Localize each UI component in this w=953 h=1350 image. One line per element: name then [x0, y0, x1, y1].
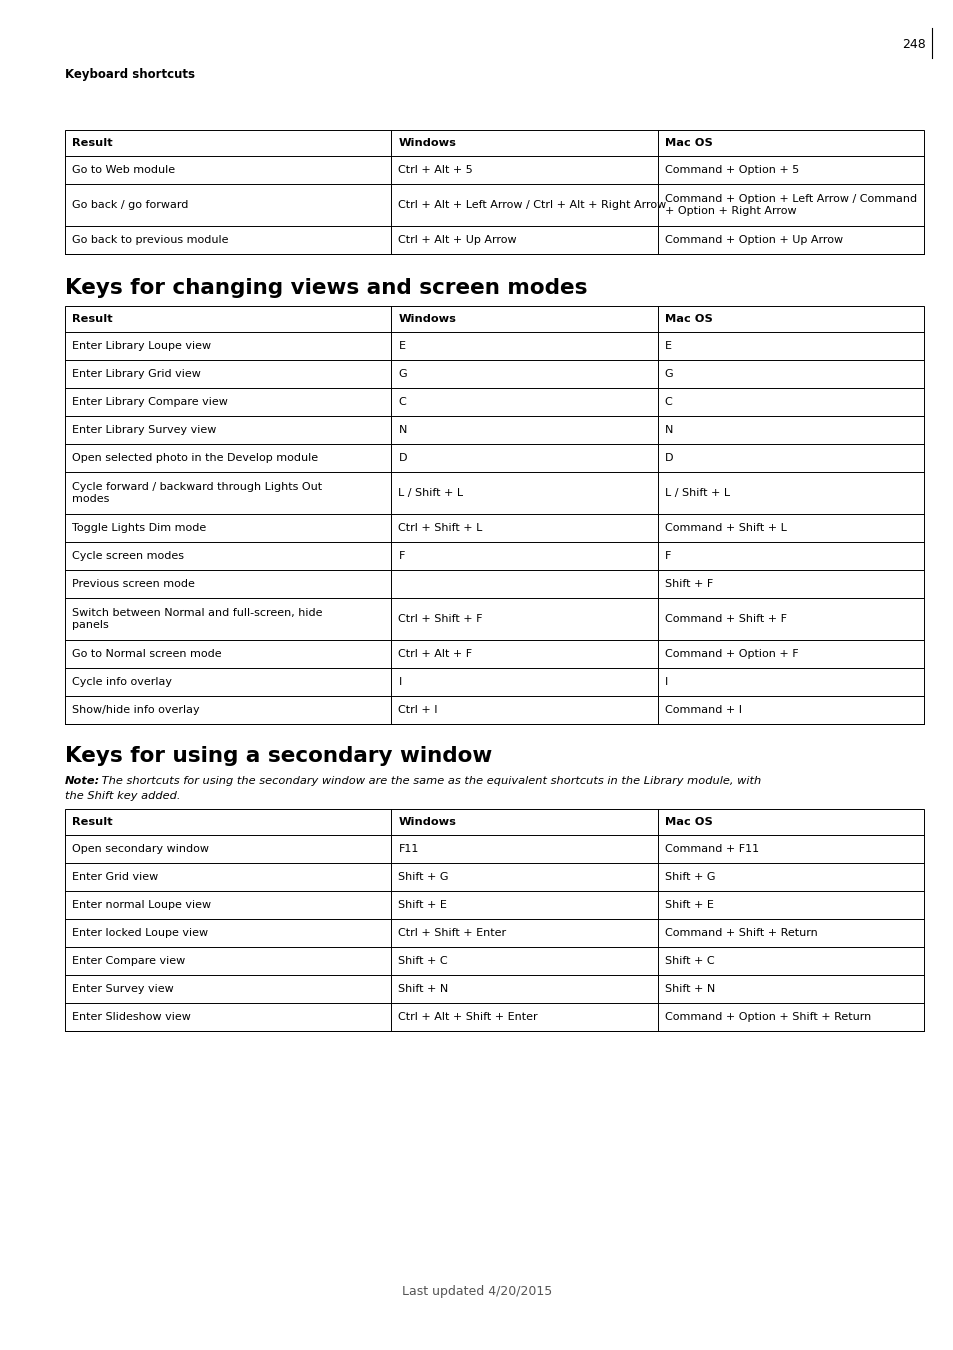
Text: Ctrl + Shift + F: Ctrl + Shift + F	[398, 614, 482, 624]
Text: Enter Grid view: Enter Grid view	[71, 872, 158, 882]
Text: Note:: Note:	[65, 776, 100, 786]
Text: Command + Shift + L: Command + Shift + L	[664, 522, 786, 533]
Text: Command + Shift + F: Command + Shift + F	[664, 614, 786, 624]
Text: Mac OS: Mac OS	[664, 138, 712, 148]
Text: Go to Normal screen mode: Go to Normal screen mode	[71, 649, 221, 659]
Text: Command + I: Command + I	[664, 705, 740, 716]
Text: Shift + C: Shift + C	[664, 956, 714, 967]
Text: N: N	[664, 425, 673, 435]
Text: Windows: Windows	[398, 817, 456, 828]
Text: Enter Survey view: Enter Survey view	[71, 984, 173, 994]
Text: Mac OS: Mac OS	[664, 315, 712, 324]
Text: D: D	[664, 454, 673, 463]
Text: G: G	[664, 369, 673, 379]
Text: Go back / go forward: Go back / go forward	[71, 200, 188, 211]
Bar	[65, 809, 923, 1031]
Text: F11: F11	[398, 844, 418, 855]
Text: Command + F11: Command + F11	[664, 844, 758, 855]
Text: Open selected photo in the Develop module: Open selected photo in the Develop modul…	[71, 454, 317, 463]
Text: the Shift key added.: the Shift key added.	[65, 791, 180, 801]
Text: L / Shift + L: L / Shift + L	[398, 487, 463, 498]
Text: Shift + F: Shift + F	[664, 579, 712, 589]
Bar	[65, 306, 923, 724]
Text: F: F	[664, 551, 670, 562]
Bar	[65, 130, 923, 254]
Text: Shift + N: Shift + N	[398, 984, 448, 994]
Text: Last updated 4/20/2015: Last updated 4/20/2015	[401, 1285, 552, 1297]
Text: Command + Option + F: Command + Option + F	[664, 649, 798, 659]
Text: Switch between Normal and full-screen, hide: Switch between Normal and full-screen, h…	[71, 609, 322, 618]
Text: Command + Option + Up Arrow: Command + Option + Up Arrow	[664, 235, 841, 244]
Text: Command + Option + Shift + Return: Command + Option + Shift + Return	[664, 1012, 870, 1022]
Text: Enter Slideshow view: Enter Slideshow view	[71, 1012, 191, 1022]
Text: E: E	[664, 342, 671, 351]
Text: I: I	[664, 676, 667, 687]
Text: Go to Web module: Go to Web module	[71, 165, 175, 176]
Text: I: I	[398, 676, 401, 687]
Text: Enter Library Survey view: Enter Library Survey view	[71, 425, 216, 435]
Text: Previous screen mode: Previous screen mode	[71, 579, 194, 589]
Text: + Option + Right Arrow: + Option + Right Arrow	[664, 205, 796, 216]
Text: Cycle forward / backward through Lights Out: Cycle forward / backward through Lights …	[71, 482, 322, 493]
Text: modes: modes	[71, 494, 110, 504]
Text: Enter Library Loupe view: Enter Library Loupe view	[71, 342, 211, 351]
Text: N: N	[398, 425, 406, 435]
Text: Command + Shift + Return: Command + Shift + Return	[664, 927, 817, 938]
Text: Shift + E: Shift + E	[398, 900, 447, 910]
Text: Open secondary window: Open secondary window	[71, 844, 209, 855]
Text: Cycle screen modes: Cycle screen modes	[71, 551, 184, 562]
Text: Show/hide info overlay: Show/hide info overlay	[71, 705, 199, 716]
Text: Go back to previous module: Go back to previous module	[71, 235, 229, 244]
Text: Shift + E: Shift + E	[664, 900, 713, 910]
Text: Enter Library Grid view: Enter Library Grid view	[71, 369, 201, 379]
Text: Shift + G: Shift + G	[664, 872, 715, 882]
Text: Result: Result	[71, 817, 112, 828]
Text: Result: Result	[71, 315, 112, 324]
Text: Shift + G: Shift + G	[398, 872, 449, 882]
Text: Shift + C: Shift + C	[398, 956, 448, 967]
Text: Enter Library Compare view: Enter Library Compare view	[71, 397, 228, 406]
Text: Enter locked Loupe view: Enter locked Loupe view	[71, 927, 208, 938]
Text: Enter normal Loupe view: Enter normal Loupe view	[71, 900, 211, 910]
Text: Command + Option + 5: Command + Option + 5	[664, 165, 798, 176]
Text: Ctrl + Alt + 5: Ctrl + Alt + 5	[398, 165, 473, 176]
Text: Shift + N: Shift + N	[664, 984, 714, 994]
Text: Ctrl + I: Ctrl + I	[398, 705, 437, 716]
Text: C: C	[664, 397, 672, 406]
Text: Toggle Lights Dim mode: Toggle Lights Dim mode	[71, 522, 206, 533]
Text: Ctrl + Alt + F: Ctrl + Alt + F	[398, 649, 472, 659]
Text: Ctrl + Shift + L: Ctrl + Shift + L	[398, 522, 482, 533]
Text: Windows: Windows	[398, 138, 456, 148]
Text: D: D	[398, 454, 407, 463]
Text: Cycle info overlay: Cycle info overlay	[71, 676, 172, 687]
Text: Ctrl + Alt + Shift + Enter: Ctrl + Alt + Shift + Enter	[398, 1012, 537, 1022]
Text: Enter Compare view: Enter Compare view	[71, 956, 185, 967]
Text: Command + Option + Left Arrow / Command: Command + Option + Left Arrow / Command	[664, 194, 916, 204]
Text: F: F	[398, 551, 404, 562]
Text: panels: panels	[71, 620, 109, 630]
Text: Windows: Windows	[398, 315, 456, 324]
Text: Keyboard shortcuts: Keyboard shortcuts	[65, 68, 194, 81]
Text: Result: Result	[71, 138, 112, 148]
Text: Ctrl + Shift + Enter: Ctrl + Shift + Enter	[398, 927, 506, 938]
Text: G: G	[398, 369, 407, 379]
Text: E: E	[398, 342, 405, 351]
Text: Keys for using a secondary window: Keys for using a secondary window	[65, 747, 492, 765]
Text: Ctrl + Alt + Up Arrow: Ctrl + Alt + Up Arrow	[398, 235, 517, 244]
Text: C: C	[398, 397, 406, 406]
Text: Mac OS: Mac OS	[664, 817, 712, 828]
Text: Ctrl + Alt + Left Arrow / Ctrl + Alt + Right Arrow: Ctrl + Alt + Left Arrow / Ctrl + Alt + R…	[398, 200, 666, 211]
Text: The shortcuts for using the secondary window are the same as the equivalent shor: The shortcuts for using the secondary wi…	[98, 776, 760, 786]
Text: Keys for changing views and screen modes: Keys for changing views and screen modes	[65, 278, 587, 298]
Text: 248: 248	[902, 38, 925, 51]
Text: L / Shift + L: L / Shift + L	[664, 487, 729, 498]
